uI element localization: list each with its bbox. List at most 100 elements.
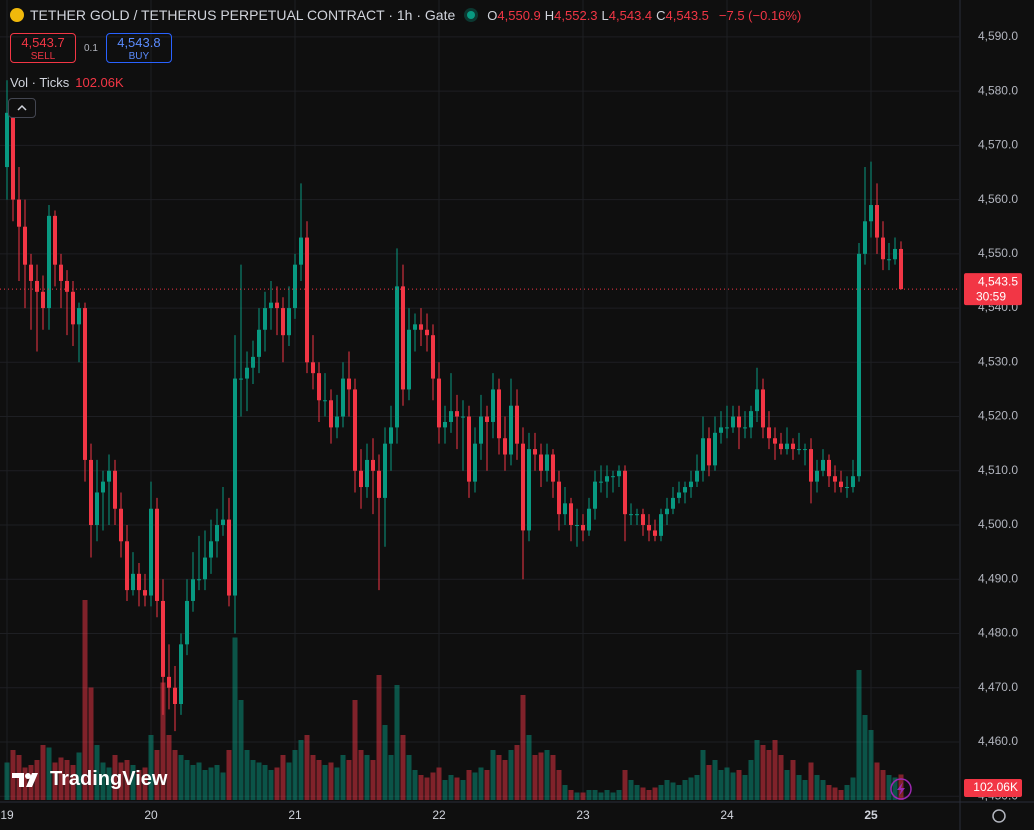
candle-body <box>533 449 537 455</box>
volume-bar <box>838 790 844 800</box>
volume-bar <box>58 757 64 800</box>
candle-body <box>473 443 477 482</box>
candle-body <box>557 481 561 515</box>
candle-body <box>23 226 27 265</box>
ohlc-value: 4,543.4 <box>608 8 653 23</box>
candle-body <box>173 687 177 704</box>
volume-bar <box>442 780 448 800</box>
candle-body <box>443 421 447 428</box>
candle-body <box>107 470 111 482</box>
candle-body <box>767 427 771 439</box>
candle-body <box>47 215 51 309</box>
y-tick-label: 4,460.0 <box>978 734 1018 748</box>
candle-body <box>527 449 531 531</box>
volume-bar <box>406 755 412 800</box>
candle-body <box>239 378 243 380</box>
y-tick-label: 4,590.0 <box>978 29 1018 43</box>
quantity: 0.1 <box>84 42 98 54</box>
candle-body <box>263 308 267 330</box>
symbol-title: TETHER GOLD / TETHERUS PERPETUAL CONTRAC… <box>30 7 456 23</box>
volume-bar <box>424 777 430 800</box>
candle-body <box>401 286 405 390</box>
volume-bar <box>220 772 226 800</box>
candle-body <box>863 221 867 254</box>
volume-bar <box>4 762 10 800</box>
volume-bar <box>808 762 814 800</box>
candle-body <box>251 356 255 368</box>
volume-bar <box>250 760 256 800</box>
candle-body <box>677 492 681 498</box>
volume-bar <box>724 767 730 800</box>
buy-button[interactable]: 4,543.8 BUY <box>105 33 172 63</box>
volume-bar <box>472 772 478 800</box>
volume-bar <box>886 775 892 800</box>
candle-body <box>425 329 429 336</box>
volume-bar <box>784 770 790 800</box>
collapse-button[interactable] <box>8 98 36 118</box>
x-tick-label: 25 <box>864 808 878 822</box>
volume-bar <box>628 780 634 800</box>
volume-bar <box>418 775 424 800</box>
candle-body <box>209 541 213 558</box>
volume-legend: Vol · Ticks 102.06K <box>10 75 124 90</box>
candle-body <box>365 459 369 488</box>
volume-bar <box>880 770 886 800</box>
candle-body <box>491 389 495 422</box>
volume-bar <box>892 777 898 800</box>
candle-body <box>587 508 591 531</box>
volume-bar <box>478 767 484 800</box>
candle-body <box>323 400 327 402</box>
ohlc-value: 4,550.9 <box>497 8 541 23</box>
candle-body <box>311 362 315 374</box>
volume-bar <box>142 767 148 800</box>
candle-body <box>857 253 861 477</box>
volume-bar <box>568 790 574 800</box>
ohlc-key: H <box>544 8 555 23</box>
volume-bar <box>100 762 106 800</box>
volume-bar <box>622 770 628 800</box>
volume-bar <box>70 765 76 800</box>
volume-bar <box>334 767 340 800</box>
volume-bar <box>694 775 700 800</box>
candle-body <box>101 481 105 493</box>
volume-bar <box>412 770 418 800</box>
lightning-button[interactable] <box>890 778 912 800</box>
candle-body <box>155 508 159 601</box>
trade-buttons: 4,543.7 SELL 0.1 4,543.8 BUY <box>10 33 172 63</box>
candle-body <box>845 487 849 489</box>
candle-body <box>281 308 285 336</box>
y-tick-label: 4,580.0 <box>978 83 1018 97</box>
sell-button[interactable]: 4,543.7 SELL <box>10 33 76 63</box>
volume-bar <box>430 772 436 800</box>
y-tick-label: 4,530.0 <box>978 354 1018 368</box>
volume-bar <box>292 750 298 800</box>
volume-bar <box>502 760 508 800</box>
volume-bar <box>862 715 868 800</box>
y-tick-label: 4,480.0 <box>978 626 1018 640</box>
volume-bar <box>262 765 268 800</box>
volume-bar <box>172 750 178 800</box>
volume-value: 102.06K <box>75 75 124 90</box>
volume-bar <box>316 760 322 800</box>
volume-bar <box>436 767 442 800</box>
candle-body <box>887 259 891 261</box>
candle-body <box>713 432 717 466</box>
volume-bar <box>256 762 262 800</box>
volume-bar <box>874 762 880 800</box>
volume-bar <box>760 745 766 800</box>
x-tick-label: 21 <box>288 808 302 822</box>
candle-body <box>455 411 459 417</box>
candle-body <box>539 454 543 471</box>
candle-body <box>131 573 135 591</box>
candle-body <box>851 476 855 488</box>
x-tick-label: 19 <box>0 808 14 822</box>
candle-body <box>335 416 339 428</box>
settings-icon[interactable] <box>992 809 1006 823</box>
volume-bar <box>340 755 346 800</box>
volume-bar <box>658 785 664 800</box>
price-tag <box>964 273 1022 306</box>
candle-body <box>317 373 321 401</box>
x-tick-label: 23 <box>576 808 590 822</box>
ohlc-legend: O4,550.9 H4,552.3 L4,543.4 C4,543.5 <box>487 7 713 23</box>
x-tick-label: 24 <box>720 808 734 822</box>
